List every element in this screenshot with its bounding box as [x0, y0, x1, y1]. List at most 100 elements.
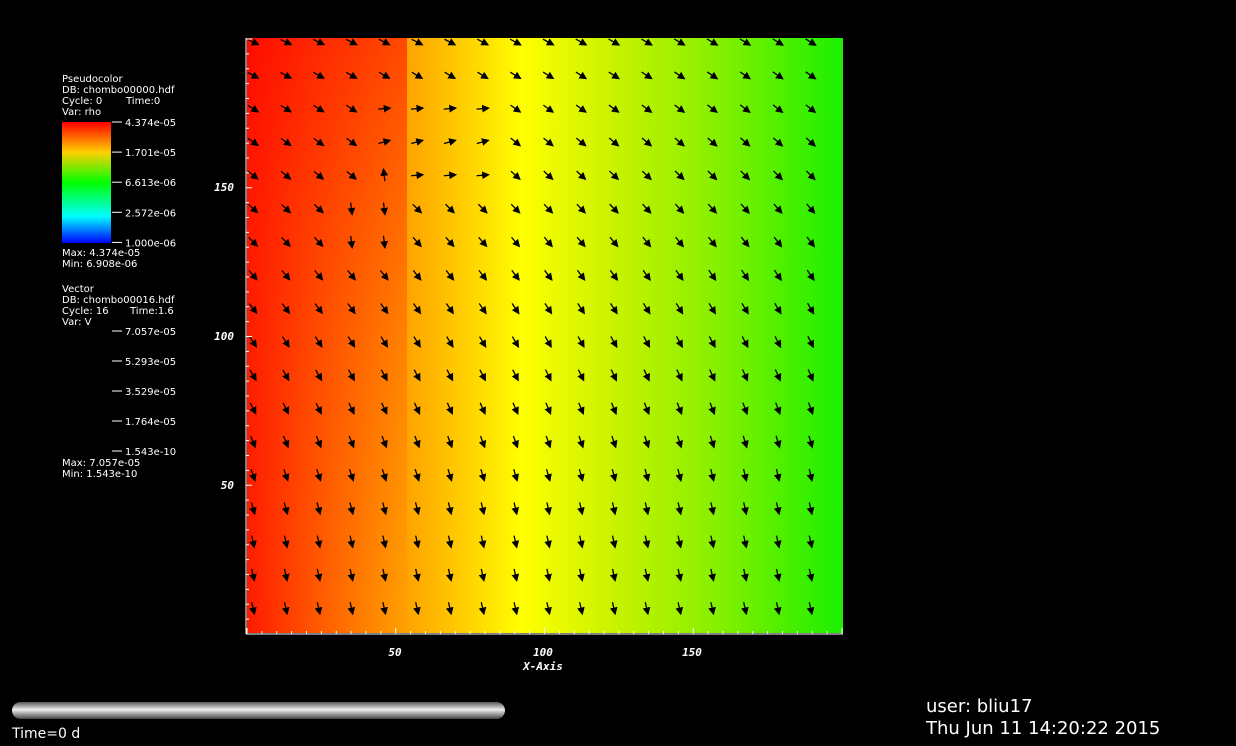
vector-arrow: [741, 369, 749, 382]
vector-arrow: [510, 236, 521, 248]
vector-arrow: [544, 303, 553, 315]
vector-arrow: [511, 435, 519, 449]
vector-arrow: [741, 269, 750, 282]
vector-arrow: [249, 502, 257, 516]
colorbar: [62, 122, 111, 243]
vector-arrow: [740, 170, 751, 181]
vector-arrow: [708, 568, 716, 582]
vector-arrow: [476, 138, 490, 146]
vector-arrow: [577, 502, 585, 516]
vector-arrow: [380, 202, 389, 216]
vector-arrow: [282, 435, 290, 449]
vector-arrow: [347, 502, 356, 516]
vector-arrow: [805, 170, 816, 181]
vector-arrow: [413, 602, 421, 616]
vector-arrow: [739, 38, 752, 46]
vector-arrow: [411, 38, 424, 46]
vector-arrow: [773, 170, 783, 181]
vector-arrow: [511, 336, 520, 349]
vector-arrow: [642, 369, 650, 382]
vector-arrow: [413, 369, 421, 382]
vector-arrow: [544, 602, 552, 616]
vector-arrow: [741, 336, 749, 349]
vector-arrow: [511, 402, 519, 416]
vector-arrow: [577, 336, 585, 349]
vector-arrow: [577, 435, 585, 449]
vector-arrow: [445, 236, 455, 248]
vector-arrow: [609, 269, 619, 281]
vector-arrow: [773, 602, 782, 616]
vector-arrow: [281, 469, 290, 482]
vector-arrow: [314, 602, 323, 616]
vector-arrow: [543, 203, 554, 214]
vector-arrow: [248, 303, 258, 315]
vector-arrow: [445, 435, 454, 449]
legend-db: DB: chombo00016.hdf: [62, 295, 175, 306]
vector-arrow: [642, 568, 651, 582]
vector-arrow: [478, 602, 487, 616]
vector-arrow: [608, 104, 620, 113]
x-tick-label: 150: [682, 646, 702, 659]
vector-arrow: [608, 137, 620, 147]
vector-arrow: [674, 104, 686, 114]
vector-arrow: [642, 435, 651, 449]
vector-arrow: [380, 535, 388, 549]
vector-arrow: [346, 104, 358, 113]
vector-arrow: [806, 468, 815, 483]
vector-arrow: [675, 302, 684, 315]
legend-cycle: Cycle: 16: [62, 306, 109, 317]
vector-arrow: [380, 336, 389, 348]
vector-arrow: [249, 469, 257, 482]
vector-arrow: [544, 435, 552, 449]
vector-arrow: [444, 71, 457, 80]
vector-arrow: [609, 236, 619, 248]
legend-max: Max: 4.374e-05: [62, 248, 140, 259]
vector-arrow: [476, 38, 490, 46]
vector-arrow: [708, 468, 716, 482]
vector-arrow: [347, 202, 356, 216]
y-tick-label: 50: [221, 479, 235, 492]
vector-arrow: [774, 369, 782, 382]
vector-arrow: [544, 468, 552, 482]
vector-arrow: [609, 203, 619, 214]
vector-arrow: [247, 38, 260, 46]
vector-arrow: [445, 535, 454, 549]
vector-arrow: [380, 303, 389, 315]
vector-arrow: [378, 38, 391, 46]
vector-arrow: [249, 602, 257, 616]
vector-arrow: [380, 602, 388, 616]
vector-arrow: [249, 336, 258, 348]
vector-arrow: [477, 203, 488, 214]
vector-arrow: [443, 171, 458, 180]
vector-arrow: [741, 435, 749, 449]
vector-arrow: [511, 468, 520, 482]
vector-arrow: [446, 402, 454, 415]
vector-arrow: [642, 602, 651, 616]
vector-arrow: [575, 71, 588, 80]
vector-arrow: [478, 468, 487, 482]
vector-arrow: [413, 402, 421, 415]
vector-arrow: [773, 269, 782, 282]
vector-arrow: [345, 38, 358, 46]
legend-max: Max: 7.057e-05: [62, 458, 140, 469]
vector-arrow: [248, 203, 259, 214]
legend-tick-label: 2.572e-06: [125, 208, 176, 219]
vector-arrow: [773, 435, 782, 449]
vector-arrow: [806, 336, 814, 349]
vector-arrow: [412, 236, 422, 248]
vector-arrow: [346, 170, 357, 180]
vector-arrow: [478, 535, 487, 549]
vector-arrow: [740, 203, 750, 214]
vector-arrow: [380, 369, 388, 382]
vector-arrow: [609, 435, 618, 449]
vector-arrow: [314, 502, 323, 516]
vector-arrow: [773, 568, 782, 582]
vector-arrow: [641, 38, 653, 46]
vector-arrow: [378, 71, 391, 79]
legend-ticks: 4.374e-05 1.701e-05 6.613e-06 2.572e-06 1.00…: [112, 118, 176, 458]
vector-arrow: [281, 602, 290, 616]
vector-arrow: [509, 71, 522, 80]
vector-arrow: [741, 402, 749, 416]
vector-arrow: [610, 336, 618, 349]
